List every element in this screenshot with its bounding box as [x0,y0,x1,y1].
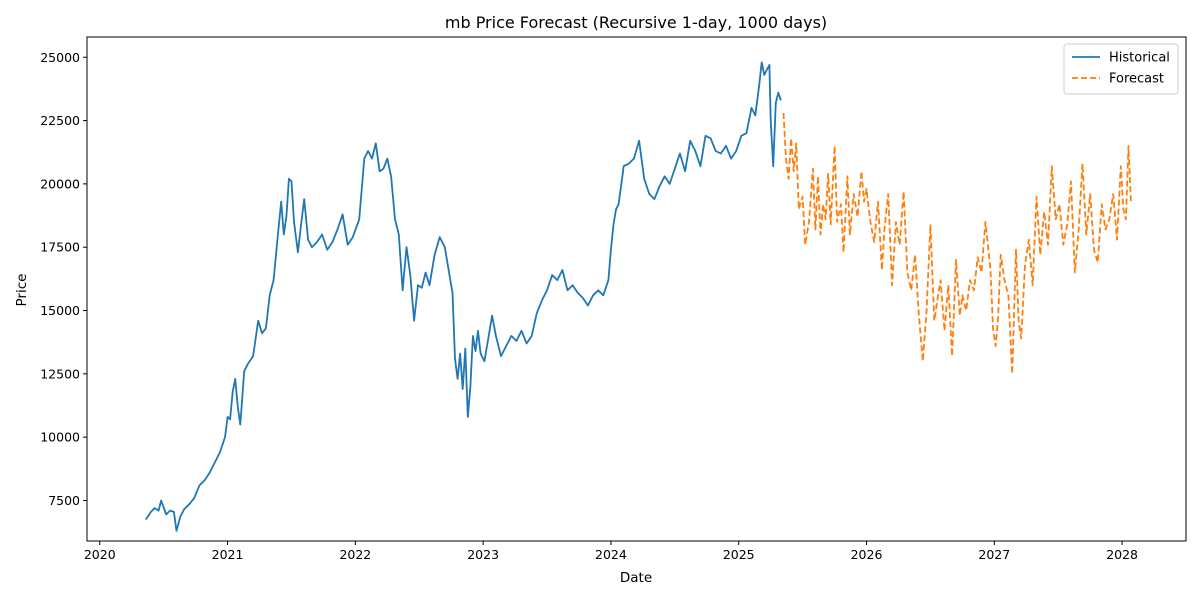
x-tick-label: 2026 [851,547,883,562]
chart-title: mb Price Forecast (Recursive 1-day, 1000… [445,13,827,32]
x-tick-label: 2028 [1106,547,1138,562]
y-axis: 7500 10000 12500 15000 17500 20000 22500 25000 [40,50,87,508]
series-line-historical [145,61,782,532]
legend: Historical Forecast [1063,43,1179,95]
y-tick-label: 22500 [40,113,80,128]
x-tick-label: 2024 [595,547,627,562]
series-layer [145,61,1132,532]
y-tick-label: 10000 [40,430,80,445]
y-tick-label: 17500 [40,240,80,255]
x-tick-label: 2022 [339,547,371,562]
y-tick-label: 25000 [40,50,80,65]
y-tick-label: 12500 [40,366,80,381]
x-tick-label: 2023 [467,547,499,562]
legend-label-forecast: Forecast [1109,72,1164,87]
legend-label-historical: Historical [1109,51,1170,66]
x-tick-label: 2025 [723,547,755,562]
x-axis-label: Date [620,570,652,586]
series-line-forecast [782,112,1132,375]
y-tick-label: 20000 [40,176,80,191]
x-tick-label: 2021 [212,547,244,562]
x-axis: 2020 2021 2022 2023 2024 2025 2026 2027 2028 [84,541,1138,562]
y-tick-label: 15000 [40,303,80,318]
x-tick-label: 2020 [84,547,116,562]
plot-frame [86,36,1187,542]
y-tick-label: 7500 [48,493,80,508]
x-tick-label: 2027 [978,547,1010,562]
y-axis-label: Price [14,274,30,307]
